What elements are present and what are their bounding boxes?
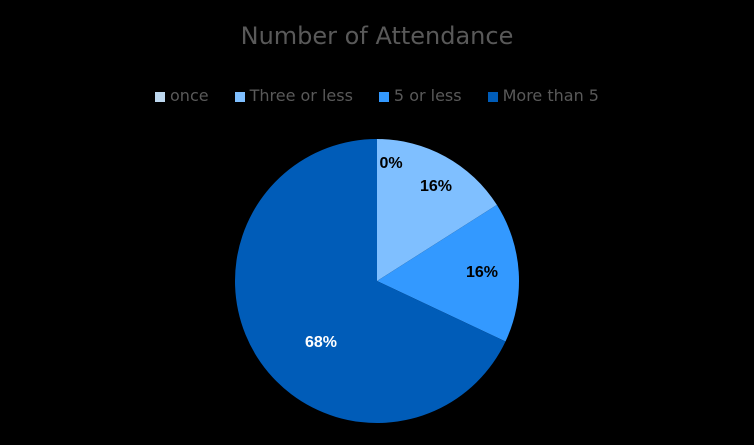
slice-label-5-or-less: 16% bbox=[466, 264, 498, 281]
chart-title: Number of Attendance bbox=[240, 22, 514, 50]
chart-legend: once Three or less 5 or less More than 5 bbox=[0, 86, 754, 105]
legend-item-three-or-less: Three or less bbox=[234, 86, 353, 105]
legend-item-5-or-less: 5 or less bbox=[378, 86, 462, 105]
legend-swatch-icon bbox=[155, 91, 166, 102]
slice-label-more-than-5: 68% bbox=[305, 334, 337, 351]
legend-swatch-icon bbox=[487, 91, 498, 102]
pie-slice bbox=[377, 204, 519, 342]
legend-label: More than 5 bbox=[502, 86, 599, 105]
pie-slices bbox=[235, 139, 519, 423]
slice-label-once: 0% bbox=[379, 155, 402, 172]
slice-label-three-or-less: 16% bbox=[420, 178, 452, 195]
legend-label: 5 or less bbox=[393, 86, 462, 105]
legend-label: Three or less bbox=[249, 86, 353, 105]
legend-swatch-icon bbox=[234, 91, 245, 102]
legend-item-once: once bbox=[155, 86, 209, 105]
pie-slice bbox=[235, 139, 506, 423]
legend-item-more-than-5: More than 5 bbox=[487, 86, 599, 105]
pie-slice bbox=[377, 139, 497, 281]
legend-label: once bbox=[170, 86, 209, 105]
legend-swatch-icon bbox=[378, 91, 389, 102]
